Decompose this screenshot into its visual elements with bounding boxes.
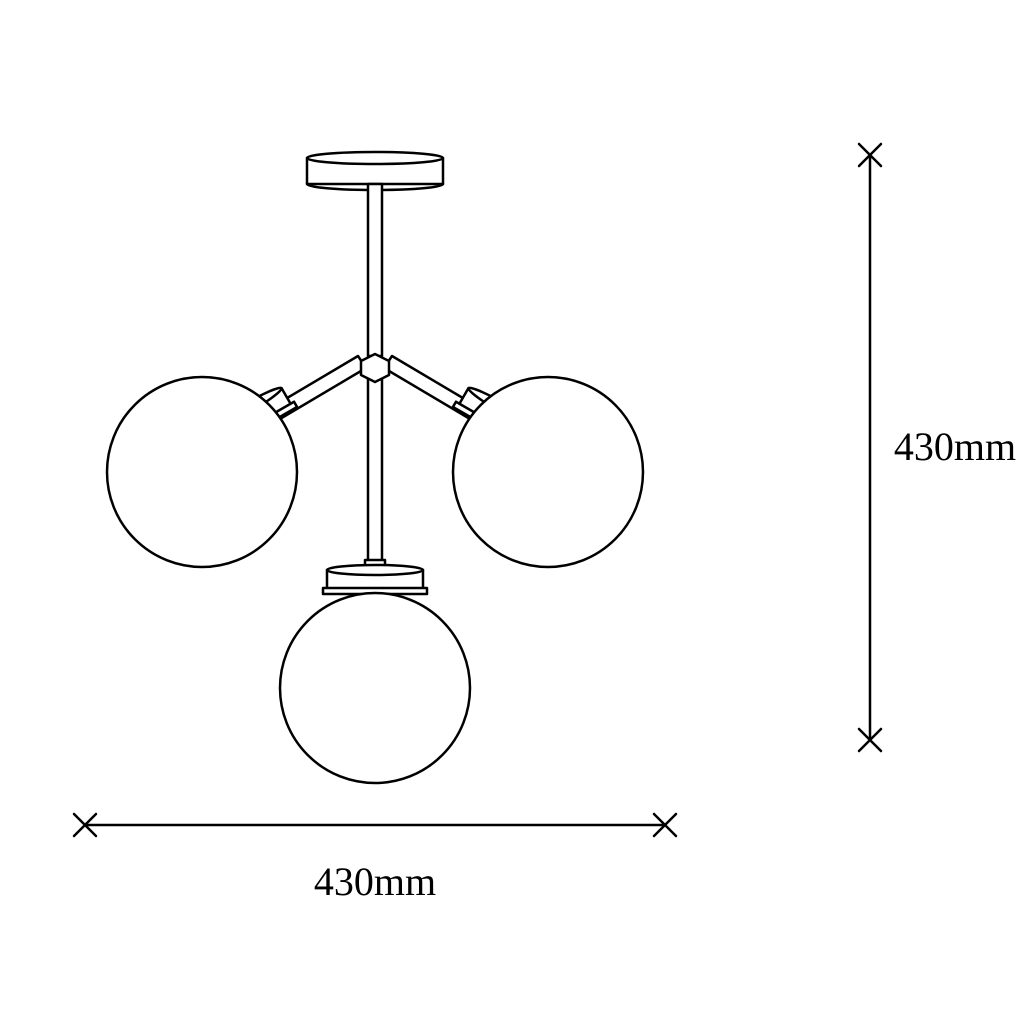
dimension-height-label: 430mm	[894, 424, 1016, 469]
technical-drawing: 430mm 430mm	[0, 0, 1024, 1024]
globe-bottom-group	[280, 565, 470, 783]
globe-right	[453, 377, 643, 567]
globe-left	[107, 377, 297, 567]
joint-hex	[361, 354, 389, 382]
globe-bottom	[280, 593, 470, 783]
rod-lower	[365, 378, 385, 568]
dimension-width	[74, 814, 676, 836]
rod-upper	[368, 184, 382, 356]
lamp-fixture	[107, 152, 643, 783]
globe-left-group	[107, 377, 297, 567]
dimension-width-label: 430mm	[314, 859, 436, 904]
globe-right-group	[453, 377, 643, 567]
dimension-height	[859, 144, 881, 751]
